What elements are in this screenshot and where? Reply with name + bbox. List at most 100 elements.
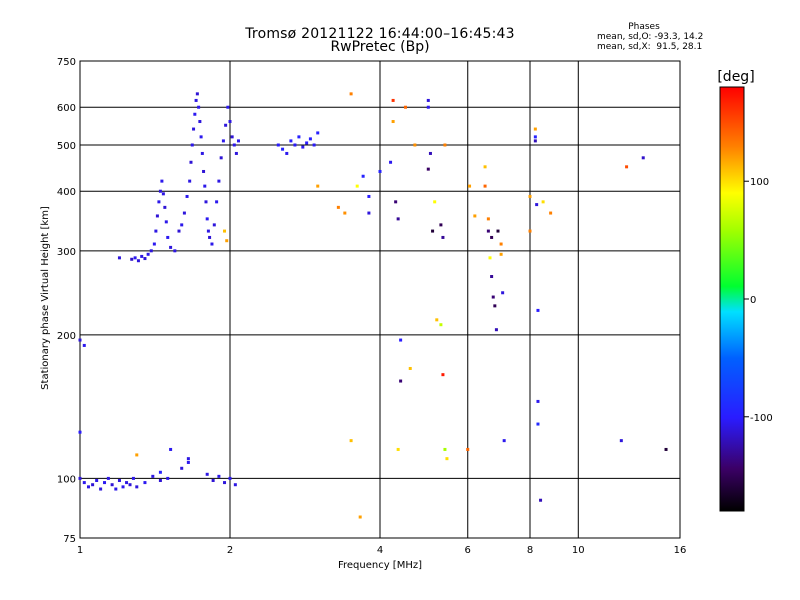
data-point <box>367 194 371 198</box>
data-point <box>439 323 443 327</box>
data-point <box>399 338 403 342</box>
data-point <box>236 139 240 143</box>
data-point <box>625 165 629 169</box>
data-point <box>391 98 395 102</box>
data-point <box>212 223 216 227</box>
x-tick-label: 1 <box>77 545 83 556</box>
y-tick-label: 750 <box>57 57 76 68</box>
data-point <box>499 252 503 256</box>
data-point <box>180 223 184 227</box>
data-point <box>169 447 173 451</box>
data-point <box>204 200 208 204</box>
data-point <box>536 308 540 312</box>
data-point <box>194 98 198 102</box>
data-point <box>173 249 177 253</box>
data-point <box>180 466 184 470</box>
data-point <box>289 139 293 143</box>
data-point <box>361 174 365 178</box>
colorbar-ticks: 100 0 -100 <box>744 177 773 424</box>
x-tick-label: 6 <box>465 545 471 556</box>
data-point <box>486 229 490 233</box>
data-point <box>130 257 134 261</box>
y-tick-label: 300 <box>57 247 76 258</box>
data-point <box>95 478 99 482</box>
data-point <box>528 229 532 233</box>
data-point <box>117 478 121 482</box>
data-point <box>133 256 137 260</box>
data-point <box>297 135 301 139</box>
data-point <box>301 145 305 149</box>
data-point <box>223 229 227 233</box>
data-point <box>149 249 153 253</box>
x-tick-label: 8 <box>527 545 533 556</box>
data-point <box>217 474 221 478</box>
data-point <box>78 430 82 434</box>
data-point <box>163 205 167 209</box>
data-point <box>208 235 212 239</box>
data-point <box>211 478 215 482</box>
data-point <box>82 343 86 347</box>
data-point <box>230 135 234 139</box>
data-point <box>428 151 432 155</box>
phases-x-stats: mean, sd,X: 91.5, 28.1 <box>597 42 703 52</box>
x-tick-label: 16 <box>674 545 687 556</box>
data-point <box>219 156 223 160</box>
data-point <box>186 460 190 464</box>
data-point <box>233 483 237 487</box>
data-point <box>135 485 139 489</box>
data-point <box>91 483 95 487</box>
x-tick-label: 2 <box>227 545 233 556</box>
data-point <box>358 515 362 519</box>
data-point <box>78 476 82 480</box>
data-point <box>185 194 189 198</box>
data-point <box>396 217 400 221</box>
data-point <box>494 328 498 332</box>
data-point <box>496 229 500 233</box>
data-point <box>166 476 170 480</box>
data-point <box>234 151 238 155</box>
data-point <box>143 481 147 485</box>
data-point <box>443 447 447 451</box>
data-point <box>349 439 353 443</box>
x-axis-title: Frequency [MHz] <box>338 560 422 571</box>
data-point <box>117 256 121 260</box>
data-point <box>203 184 207 188</box>
data-point <box>308 137 312 141</box>
data-point <box>146 252 150 256</box>
data-point <box>619 439 623 443</box>
data-point <box>533 139 537 143</box>
data-point <box>499 242 503 246</box>
chart-subtitle: RwPretec (Bp) <box>330 39 430 55</box>
data-point <box>202 169 206 173</box>
data-point <box>441 373 445 377</box>
data-point <box>355 184 359 188</box>
data-point <box>528 194 532 198</box>
data-point <box>125 481 129 485</box>
data-point <box>78 338 82 342</box>
data-point <box>195 92 199 96</box>
data-point <box>433 200 437 204</box>
x-tick-label: 10 <box>572 545 585 556</box>
data-point <box>224 123 228 127</box>
y-tick-label: 100 <box>57 474 76 485</box>
data-point <box>210 242 214 246</box>
data-point <box>336 205 340 209</box>
data-point <box>135 453 139 457</box>
data-point <box>215 200 219 204</box>
data-point <box>293 143 297 147</box>
y-tick-label: 75 <box>63 534 76 545</box>
data-point <box>131 476 135 480</box>
data-point <box>439 223 443 227</box>
data-point <box>536 422 540 426</box>
data-point <box>316 131 320 135</box>
plot-frame <box>79 60 681 539</box>
data-point <box>103 481 107 485</box>
data-point <box>305 141 309 145</box>
data-point <box>549 211 553 215</box>
data-point <box>221 139 225 143</box>
data-point <box>533 135 537 139</box>
colorbar-tick-label: 0 <box>750 295 756 306</box>
data-point <box>445 457 449 461</box>
data-point <box>533 127 537 131</box>
